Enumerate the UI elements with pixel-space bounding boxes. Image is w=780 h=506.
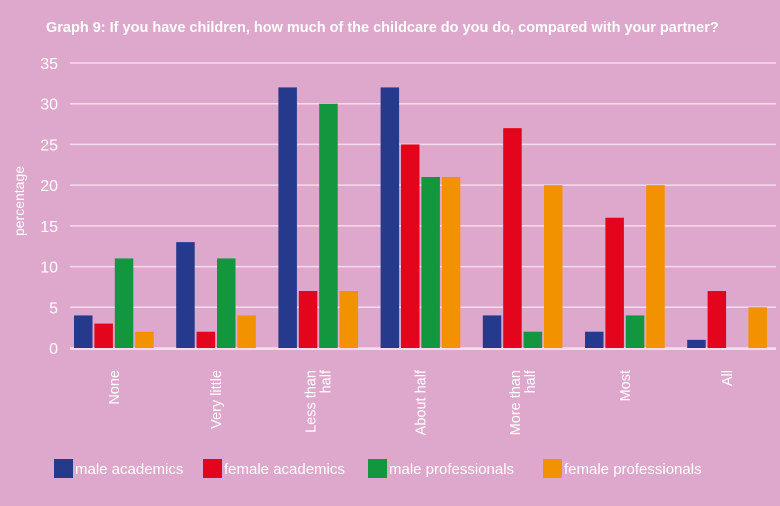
x-category-line: half bbox=[523, 369, 539, 393]
legend-item: male academics bbox=[54, 459, 183, 478]
y-tick-label: 35 bbox=[40, 56, 58, 73]
y-tick-label: 10 bbox=[40, 260, 58, 277]
bar-female-academics bbox=[298, 291, 318, 348]
bar-female-professionals bbox=[237, 315, 256, 348]
x-category-label: Less than half bbox=[304, 369, 335, 433]
y-tick-label: 15 bbox=[40, 219, 58, 236]
bar-female-professionals bbox=[339, 291, 359, 348]
y-tick-label: 0 bbox=[49, 341, 58, 358]
legend-label: female academics bbox=[224, 461, 345, 478]
y-tick-label: 30 bbox=[40, 97, 58, 114]
bar-male-academics bbox=[380, 87, 400, 348]
x-category-label: More than half bbox=[508, 369, 539, 435]
bar-male-academics bbox=[176, 242, 195, 348]
bar-male-professionals bbox=[114, 258, 134, 348]
y-tick-label: 25 bbox=[40, 137, 58, 154]
x-category-line: Less than bbox=[304, 370, 320, 433]
legend-swatch bbox=[368, 459, 387, 478]
bar-female-academics bbox=[196, 331, 216, 348]
bar-male-academics bbox=[74, 315, 93, 348]
bar-male-academics bbox=[482, 315, 502, 348]
bar-female-professionals bbox=[441, 177, 461, 348]
bar-female-professionals bbox=[646, 185, 665, 348]
legend-label: male academics bbox=[75, 461, 183, 478]
legend-item: female academics bbox=[203, 459, 345, 478]
bar-male-professionals bbox=[319, 103, 338, 348]
legend-label: male professionals bbox=[389, 461, 514, 478]
bar-male-professionals bbox=[523, 331, 543, 348]
bars bbox=[74, 87, 767, 348]
bar-male-academics bbox=[585, 331, 604, 348]
y-axis-ticks: 0 5 10 15 20 25 30 35 bbox=[40, 56, 58, 358]
x-category-line: More than bbox=[508, 370, 524, 435]
bar-female-academics bbox=[707, 291, 727, 348]
x-category-label: All bbox=[720, 370, 736, 386]
legend-swatch bbox=[543, 459, 562, 478]
bar-female-professionals bbox=[748, 307, 767, 348]
x-category-line: All bbox=[720, 370, 736, 386]
legend-swatch bbox=[54, 459, 73, 478]
chart-title: Graph 9: If you have children, how much … bbox=[46, 20, 719, 36]
bar-male-professionals bbox=[625, 315, 645, 348]
y-axis-label: percentage bbox=[11, 166, 27, 236]
x-category-label: About half bbox=[413, 369, 429, 435]
bar-female-academics bbox=[605, 217, 624, 348]
bar-female-professionals bbox=[135, 331, 154, 348]
y-tick-label: 20 bbox=[40, 178, 58, 195]
x-category-line: About half bbox=[413, 369, 429, 435]
x-category-label: Very little bbox=[209, 370, 225, 429]
y-tick-label: 5 bbox=[49, 300, 58, 317]
x-category-line: Very little bbox=[209, 370, 225, 429]
x-category-label: Most bbox=[618, 370, 634, 401]
x-category-label: None bbox=[107, 370, 123, 405]
bar-female-academics bbox=[94, 323, 113, 348]
legend-item: female professionals bbox=[543, 459, 702, 478]
bar-male-professionals bbox=[217, 258, 236, 348]
bar-female-academics bbox=[503, 128, 522, 348]
x-category-line: Most bbox=[618, 370, 634, 401]
x-category-line: None bbox=[107, 370, 123, 405]
bar-male-academics bbox=[687, 339, 706, 348]
bar-female-professionals bbox=[544, 185, 563, 348]
x-axis-categories: None Very little Less than half About half Mo… bbox=[107, 369, 736, 435]
legend-swatch bbox=[203, 459, 222, 478]
bar-male-professionals bbox=[421, 177, 440, 348]
bar-female-academics bbox=[401, 144, 420, 348]
legend-item: male professionals bbox=[368, 459, 514, 478]
legend: male academics female academics male profe… bbox=[54, 459, 702, 478]
x-category-line: half bbox=[319, 369, 335, 393]
legend-label: female professionals bbox=[564, 461, 702, 478]
bar-male-academics bbox=[278, 87, 297, 348]
